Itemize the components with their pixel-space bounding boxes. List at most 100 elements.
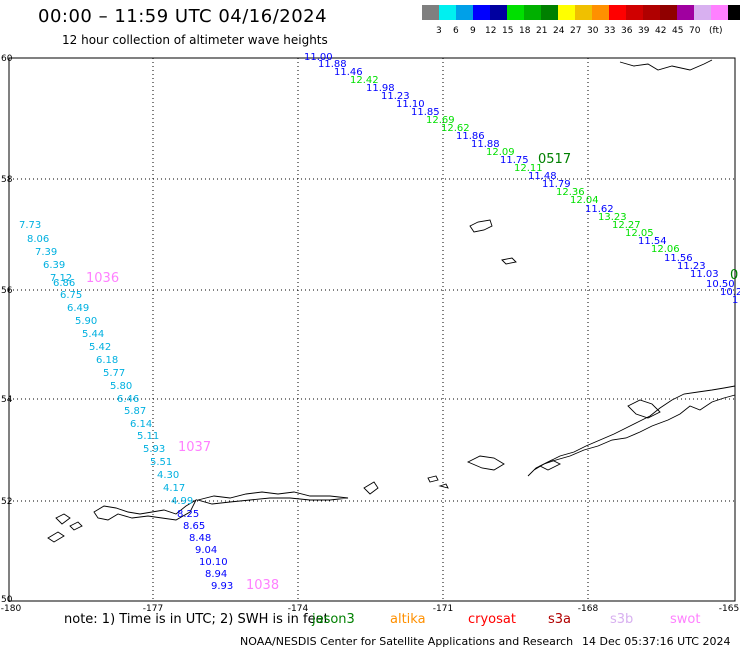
wave-height-label: 11.62 <box>585 204 614 215</box>
color-scale-label: 27 <box>570 26 582 36</box>
fox-islands <box>466 455 505 471</box>
wave-height-label: 5.44 <box>82 329 104 340</box>
wave-height-label: 8.06 <box>27 234 49 245</box>
kodiak-island <box>627 399 661 419</box>
map-frame <box>8 57 736 602</box>
wave-height-label: 6.39 <box>43 260 65 271</box>
pass-time-label: 1037 <box>178 440 211 455</box>
lat-label: 56 <box>1 286 13 296</box>
lat-label: 60 <box>1 54 13 64</box>
wave-height-label: 10.10 <box>199 557 228 568</box>
page-title: 00:00 – 11:59 UTC 04/16/2024 <box>38 6 328 27</box>
color-scale-swatch <box>592 5 609 20</box>
color-scale-swatch <box>643 5 660 20</box>
lat-label: 50 <box>1 595 13 605</box>
lat-label: 58 <box>1 175 13 185</box>
mission-label: altika <box>390 612 426 627</box>
mission-label: s3a <box>548 612 572 627</box>
coastline <box>47 59 736 543</box>
wave-height-label: 12.62 <box>441 123 470 134</box>
color-scale-label: 30 <box>587 26 599 36</box>
wave-height-label: 11.46 <box>334 67 363 78</box>
altimeter-track-west: 7.73 8.06 7.39 6.39 7.126.866.75 6.49 5.90 5.44… <box>19 220 233 592</box>
wave-height-label: 12.69 <box>426 115 455 126</box>
wave-height-label: 11.88 <box>471 139 500 150</box>
color-scale-swatch <box>677 5 694 20</box>
color-scale-label: 3 <box>436 26 442 36</box>
commander-islands <box>47 513 83 543</box>
wave-height-label: 12.42 <box>350 75 379 86</box>
pribilof-island <box>501 257 517 265</box>
color-scale-swatch <box>694 5 711 20</box>
wave-height-label: 11.79 <box>542 179 571 190</box>
wave-height-label: 5.77 <box>103 368 125 379</box>
wave-height-label: 11.54 <box>638 236 667 247</box>
wave-height-label: 6.14 <box>130 419 152 430</box>
wave-height-label: 11.86 <box>456 131 485 142</box>
color-scale-label: 21 <box>536 26 548 36</box>
lat-label: 54 <box>1 395 13 405</box>
wave-height-label: 6.46 <box>117 394 139 405</box>
color-scale-label: 45 <box>672 26 684 36</box>
color-scale-swatch <box>711 5 728 20</box>
color-scale-swatch <box>490 5 507 20</box>
wave-height-label: 8.25 <box>177 509 199 520</box>
color-scale-swatch <box>609 5 626 20</box>
wave-height-label: 12.11 <box>514 163 543 174</box>
color-scale-label: 39 <box>638 26 650 36</box>
wave-height-label: 6.86 <box>53 278 75 289</box>
lon-label: -171 <box>433 604 453 614</box>
wave-height-label: 9.93 <box>211 581 233 592</box>
wave-height-label: 7.39 <box>35 247 57 258</box>
wave-height-label: 11.85 <box>411 107 440 118</box>
wave-height-label: 7.12 <box>50 273 72 284</box>
lat-label: 52 <box>1 497 12 507</box>
rat-islands-chain <box>196 491 349 505</box>
mission-label: jason3 <box>312 612 355 627</box>
wave-height-label: 12.36 <box>556 187 585 198</box>
unimak-island <box>538 459 562 471</box>
alaska-mainland-coast <box>619 59 713 71</box>
color-scale-label: 15 <box>502 26 514 36</box>
color-scale-swatch <box>439 5 456 20</box>
wave-height-label: 13.23 <box>598 212 627 223</box>
near-islands-chain <box>93 498 198 521</box>
alaska-peninsula-coast <box>527 385 736 477</box>
mission-label: s3b <box>610 612 634 627</box>
wave-height-label: 11.56 <box>664 253 693 264</box>
color-scale-swatch <box>507 5 524 20</box>
pass-time-label: 0 <box>730 268 738 283</box>
color-scale-swatch <box>728 5 740 20</box>
wave-height-label: 4.17 <box>163 483 185 494</box>
color-scale-swatch <box>660 5 677 20</box>
wave-height-label: 8.94 <box>205 569 227 580</box>
page-subtitle: 12 hour collection of altimeter wave hei… <box>62 33 328 47</box>
color-scale-swatch <box>473 5 490 20</box>
wave-height-label: 11.10 <box>396 99 425 110</box>
color-scale-label: 9 <box>470 26 476 36</box>
lon-label: -174 <box>288 604 309 614</box>
color-scale-label: 18 <box>519 26 531 36</box>
mission-label: cryosat <box>468 612 516 627</box>
wave-height-label: 12.06 <box>651 244 680 255</box>
wave-height-label: 5.93 <box>143 444 165 455</box>
lon-label: -177 <box>143 604 163 614</box>
wave-height-label: 7.73 <box>19 220 41 231</box>
color-scale-swatch <box>541 5 558 20</box>
generated-timestamp: 14 Dec 05:37:16 UTC 2024 <box>582 635 731 648</box>
wave-height-label: 4.30 <box>157 470 179 481</box>
lon-label: -180 <box>1 604 22 614</box>
andreanof-islands <box>363 481 379 495</box>
color-scale-label: 24 <box>553 26 565 36</box>
wave-height-label: 5.11 <box>137 431 159 442</box>
graticule <box>9 58 735 601</box>
wave-height-label: 6.49 <box>67 303 89 314</box>
pass-time-label: 0517 <box>538 152 571 167</box>
wave-height-label: 11.00 <box>304 52 333 63</box>
wave-height-label: 10.50 <box>706 279 735 290</box>
wave-height-label: 11.75 <box>500 155 529 166</box>
wave-height-label: 5.87 <box>124 406 146 417</box>
color-scale-swatch <box>558 5 575 20</box>
color-scale-label: 36 <box>621 26 633 36</box>
